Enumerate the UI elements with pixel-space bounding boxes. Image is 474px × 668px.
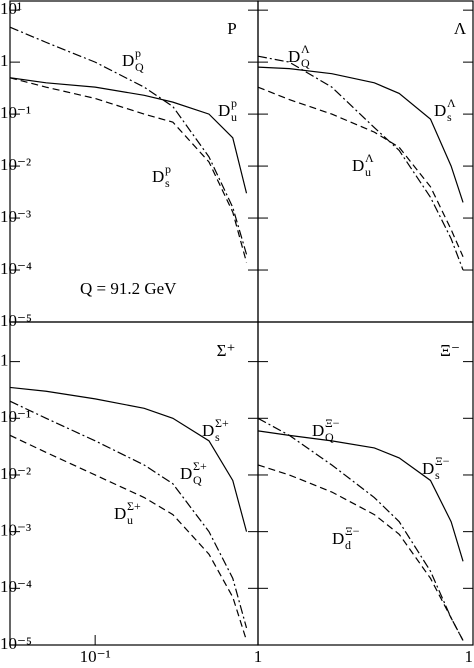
series-label-sup: p <box>135 46 141 60</box>
series-label-sub: s <box>435 468 440 482</box>
x-tick-label: 10⁻¹ <box>80 647 111 666</box>
series-line <box>9 26 248 255</box>
series-label-sub: u <box>127 513 133 527</box>
series-label: DQp <box>122 46 144 74</box>
series-label-sup: Ξ− <box>435 454 450 468</box>
series-label: DdΞ− <box>332 524 360 552</box>
series-label: DQΣ+ <box>180 459 207 487</box>
y-tick-label: 10⁻⁴ <box>0 577 32 596</box>
panel-title: P <box>227 19 236 38</box>
series-label-sup: Ξ− <box>325 416 340 430</box>
series-label-sub: s <box>215 430 220 444</box>
series-label: Dup <box>218 96 237 124</box>
series-label-name: D <box>434 101 446 120</box>
series-label-sub: Q <box>135 60 144 74</box>
series-label: Dsp <box>152 162 171 190</box>
series-label: DsΣ+ <box>202 416 229 444</box>
series-label-sup: Σ+ <box>127 499 141 513</box>
y-tick-label: 10⁻³ <box>0 207 31 226</box>
y-tick-label: 10⁻² <box>0 464 31 483</box>
series-line <box>9 400 248 629</box>
series-label-sub: Q <box>325 430 334 444</box>
y-tick-label: 1 <box>0 51 9 70</box>
series-line <box>257 66 464 203</box>
series-label-name: D <box>288 47 300 66</box>
series-label-sup: p <box>231 96 237 110</box>
series-line <box>9 434 248 641</box>
series-label: DuΛ <box>352 151 374 179</box>
panel-frame <box>9 321 259 646</box>
series-label-sub: Q <box>193 473 202 487</box>
series-label-name: D <box>352 156 364 175</box>
series-line <box>257 430 464 562</box>
series-line <box>9 386 248 532</box>
series-label: DuΣ+ <box>114 499 141 527</box>
series-label-sup: Σ+ <box>193 459 207 473</box>
series-line <box>257 417 464 641</box>
series-label-name: D <box>114 504 126 523</box>
series-label-sup: p <box>165 162 171 176</box>
series-label-sup: Λ <box>365 151 374 165</box>
series-line <box>257 86 464 258</box>
series-label-sup: Ξ− <box>345 524 360 538</box>
series-label-sub: u <box>365 165 371 179</box>
panel-title: Λ <box>454 19 467 38</box>
series-label-name: D <box>180 464 192 483</box>
series-label-name: D <box>332 529 344 548</box>
series-label-sub: s <box>165 176 170 190</box>
y-tick-label: 10⁻² <box>0 155 31 174</box>
series-label-sub: u <box>231 110 237 124</box>
series-label-name: D <box>122 51 134 70</box>
y-tick-label: 10⁻¹ <box>0 407 31 426</box>
series-label-sup: Λ <box>447 96 456 110</box>
series-label: DsΛ <box>434 96 456 124</box>
series-label-sub: s <box>447 110 452 124</box>
series-label-name: D <box>218 101 230 120</box>
series-line <box>257 464 464 641</box>
series-label: DsΞ− <box>422 454 450 482</box>
y-tick-label: 10⁻⁵ <box>0 634 32 653</box>
series-label-sup: Σ+ <box>215 416 229 430</box>
panel-title: Σ⁺ <box>217 341 236 360</box>
y-tick-label: 10⁻¹ <box>0 103 31 122</box>
y-tick-label: 10⁻³ <box>0 521 31 540</box>
y-tick-label: 10⁻⁵ <box>0 311 32 330</box>
series-line <box>9 77 248 263</box>
series-label-name: D <box>312 421 324 440</box>
series-label-sub: d <box>345 538 351 552</box>
y-tick-label: 10⁻⁴ <box>0 259 32 278</box>
series-label-sub: Q <box>301 56 310 70</box>
series-line <box>9 77 248 194</box>
panel-frame <box>9 0 259 323</box>
series-label-name: D <box>202 421 214 440</box>
y-tick-label: 1 <box>0 351 9 370</box>
series-label: DQΞ− <box>312 416 340 444</box>
x-tick-label: 1 <box>465 647 474 666</box>
annotation: Q = 91.2 GeV <box>80 279 177 298</box>
panel-frame <box>257 321 474 646</box>
series-label-name: D <box>422 459 434 478</box>
series-label-sup: Λ <box>301 42 310 56</box>
series-label-name: D <box>152 167 164 186</box>
panel-title: Ξ⁻ <box>440 341 460 360</box>
y-tick-label: 10¹ <box>0 0 22 18</box>
series-label: DQΛ <box>288 42 310 70</box>
x-tick-label: 1 <box>254 647 263 666</box>
